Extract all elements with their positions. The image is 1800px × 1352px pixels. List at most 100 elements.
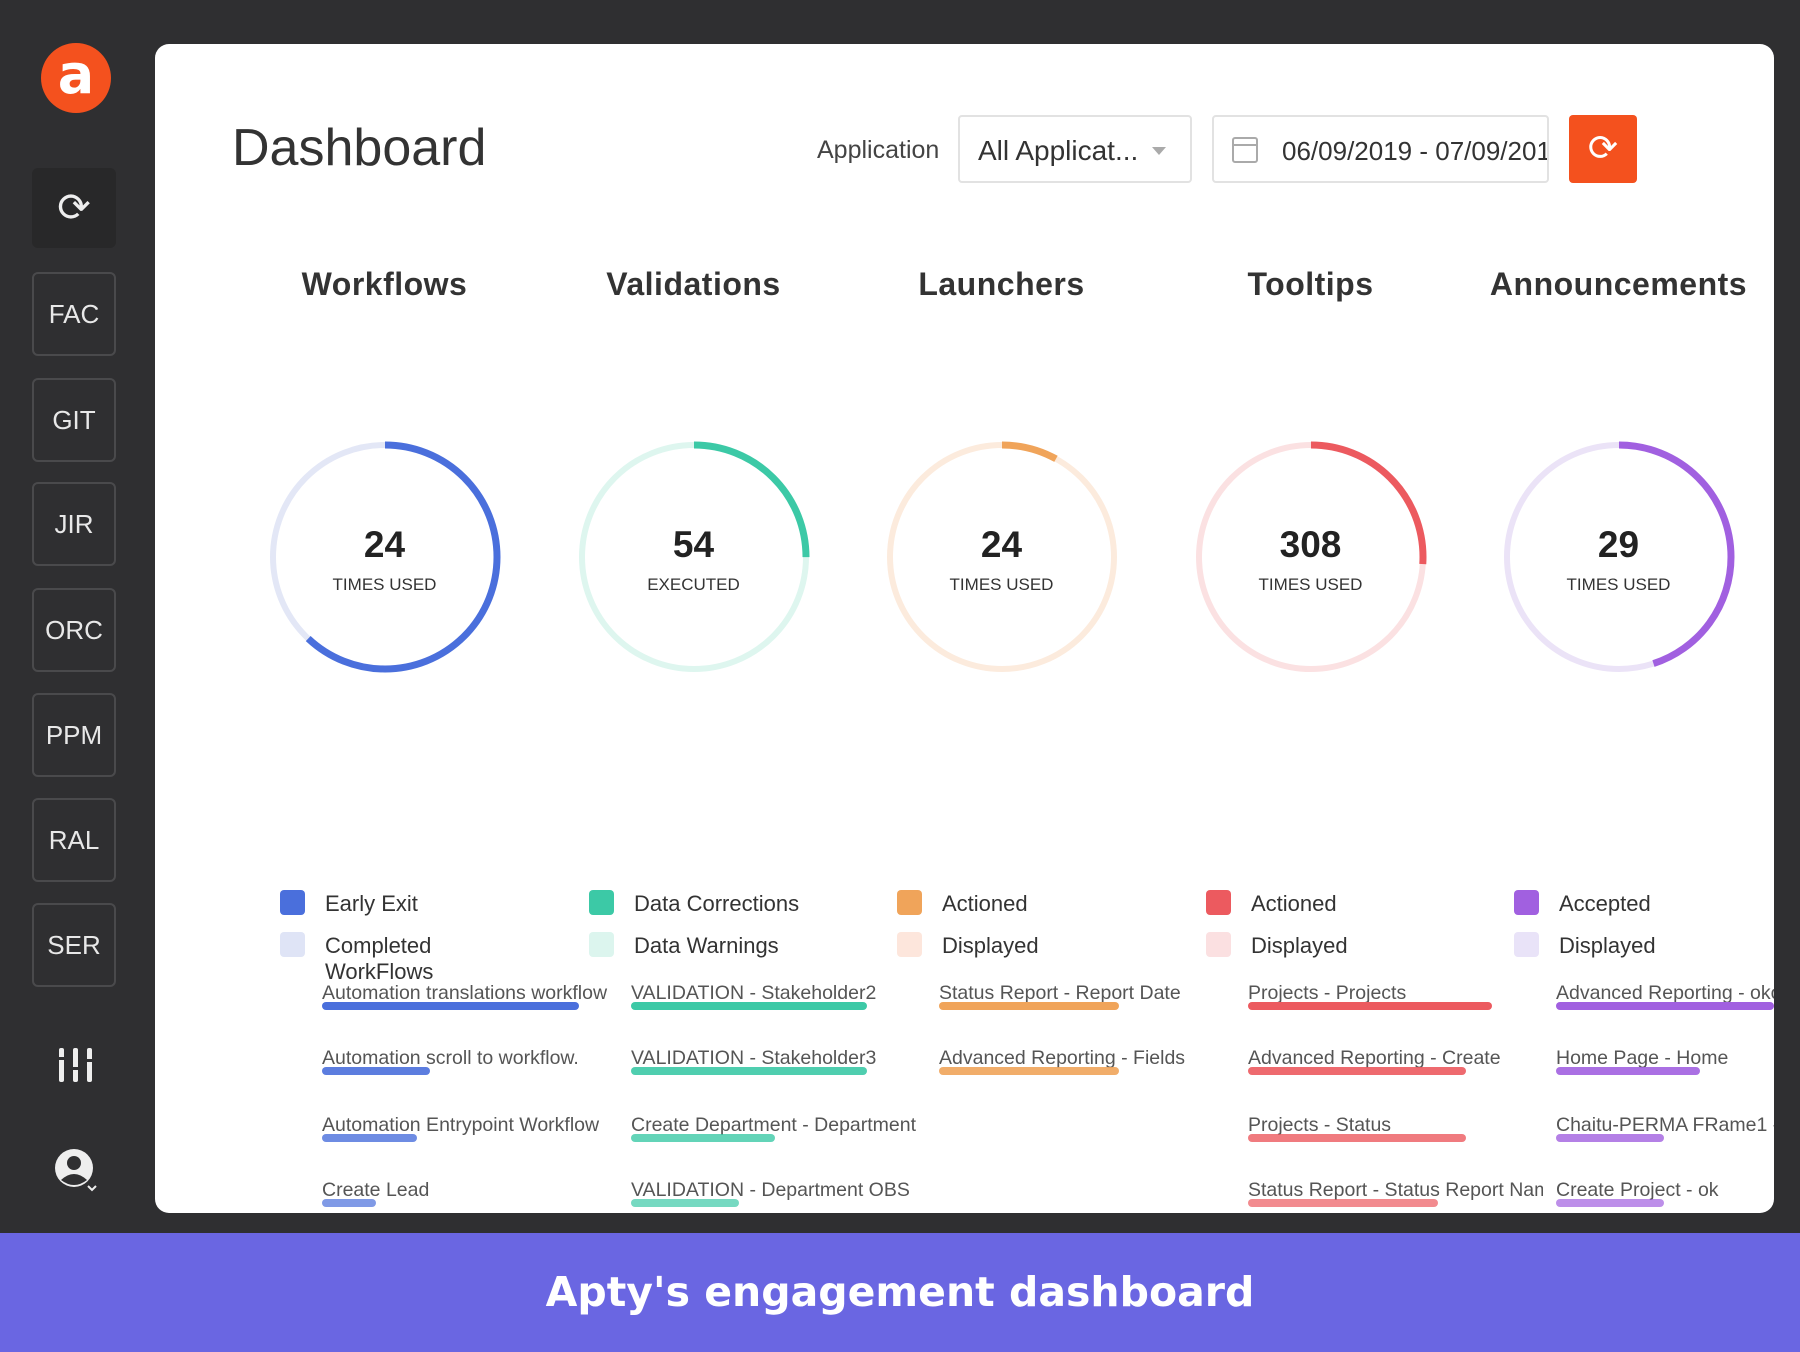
- dashboard-card: Dashboard Application All Applicat... 06…: [155, 44, 1774, 1213]
- legend-swatch: [589, 932, 614, 957]
- usage-bar: [631, 1002, 868, 1010]
- list-item[interactable]: Automation translations workflow: [322, 982, 608, 1004]
- donut-arc: [578, 441, 810, 673]
- donut-arc: [1503, 441, 1735, 673]
- list-item[interactable]: Create Project - ok: [1556, 1179, 1719, 1201]
- list-item[interactable]: Automation scroll to workflow.: [322, 1047, 579, 1069]
- legend-label: Displayed: [1559, 933, 1656, 958]
- list-item[interactable]: Automation Entrypoint Workflow: [322, 1114, 600, 1136]
- donut-chart: [1195, 441, 1427, 673]
- sidebar-item-jir[interactable]: JIR: [32, 482, 116, 566]
- list-item[interactable]: Projects - Projects: [1248, 982, 1407, 1004]
- metric-unit: TIMES USED: [949, 575, 1054, 594]
- legend-swatch: [589, 890, 614, 915]
- legend-item: Actioned: [1206, 890, 1337, 917]
- usage-bar: [631, 1199, 739, 1207]
- apty-logo[interactable]: a: [41, 43, 111, 113]
- legend-label: Data Warnings: [634, 933, 779, 958]
- user-avatar-icon[interactable]: [54, 1148, 98, 1192]
- sidebar-item-git[interactable]: GIT: [32, 378, 116, 462]
- metric-value: 24: [980, 524, 1023, 565]
- application-select-value: All Applicat...: [978, 135, 1139, 166]
- panel-title: Launchers: [918, 266, 1085, 302]
- legend-swatch: [897, 932, 922, 957]
- list-item[interactable]: Home Page - Home: [1556, 1047, 1729, 1069]
- legend-item: Displayed: [1514, 932, 1656, 959]
- page-title: Dashboard: [232, 119, 487, 177]
- list-item[interactable]: Create Department - Department: [631, 1114, 917, 1136]
- list-item[interactable]: Projects - Status: [1248, 1114, 1392, 1136]
- metric-value: 24: [363, 524, 406, 565]
- caption-banner: Apty's engagement dashboard: [0, 1233, 1800, 1352]
- usage-bar: [631, 1134, 775, 1142]
- settings-sliders-icon[interactable]: [56, 1045, 96, 1085]
- legend-swatch: [1514, 890, 1539, 915]
- legend-label: Actioned: [942, 891, 1028, 916]
- usage-bar: [631, 1067, 868, 1075]
- list-item[interactable]: Advanced Reporting - Fields: [939, 1047, 1186, 1069]
- legend-item: Accepted: [1514, 890, 1651, 917]
- metric-value: 308: [1279, 524, 1342, 565]
- sidebar-item-orc[interactable]: ORC: [32, 588, 116, 672]
- legend-label: Displayed: [942, 933, 1039, 958]
- list-item[interactable]: VALIDATION - Stakeholder3: [631, 1047, 877, 1069]
- list-item[interactable]: Status Report - Report Date: [939, 982, 1181, 1004]
- usage-bar: [1556, 1199, 1664, 1207]
- chevron-down-icon: [1152, 147, 1166, 155]
- calendar-icon: [1232, 137, 1258, 163]
- usage-bar: [322, 1134, 418, 1142]
- donut-chart: [269, 441, 501, 673]
- legend-item: Actioned: [897, 890, 1028, 917]
- list-item[interactable]: Chaitu-PERMA FRame1 - Announcement: [1556, 1114, 1774, 1136]
- sidebar-item-ppm[interactable]: PPM: [32, 693, 116, 777]
- sidebar-item-fac[interactable]: FAC: [32, 272, 116, 356]
- legend-swatch: [897, 890, 922, 915]
- panel-title: Validations: [606, 266, 781, 302]
- legend-label: Early Exit: [325, 891, 418, 916]
- list-item[interactable]: VALIDATION - Stakeholder2: [631, 982, 877, 1004]
- legend-swatch: [1514, 932, 1539, 957]
- metric-unit: TIMES USED: [332, 575, 437, 594]
- donut-arc: [1195, 441, 1427, 673]
- panel-tooltips: Tooltips 308 TIMES USED Actioned Displayed…: [1156, 44, 1543, 1213]
- donut-arc: [269, 441, 501, 673]
- usage-bar: [322, 1067, 430, 1075]
- legend-label: Displayed: [1251, 933, 1348, 958]
- panel-title: Tooltips: [1247, 266, 1374, 302]
- donut-arc: [886, 441, 1118, 673]
- usage-bar: [1556, 1002, 1774, 1010]
- sidebar-item-ral[interactable]: RAL: [32, 798, 116, 882]
- metric-unit: TIMES USED: [1566, 575, 1671, 594]
- list-item[interactable]: VALIDATION - Department OBS: [631, 1179, 910, 1201]
- list-item[interactable]: Create Lead: [322, 1179, 430, 1201]
- panel-launchers: Launchers 24 TIMES USED Actioned Displayed…: [847, 44, 1185, 1213]
- metric-unit: TIMES USED: [1258, 575, 1363, 594]
- sync-icon[interactable]: ⟳: [32, 168, 116, 248]
- legend-label: Accepted: [1559, 891, 1651, 916]
- sidebar-item-ser[interactable]: SER: [32, 903, 116, 987]
- metric-value: 54: [672, 524, 715, 565]
- panel-workflows: Workflows 24 TIMES USED Early Exit Complet…: [230, 44, 607, 1213]
- legend-swatch: [280, 932, 305, 957]
- usage-bar: [1556, 1134, 1664, 1142]
- panel-title: Workflows: [301, 266, 468, 302]
- legend-item: Data Warnings: [589, 932, 779, 959]
- metric-unit: EXECUTED: [647, 575, 740, 594]
- sidebar: a ⟳ FAC GIT JIR ORC PPM RAL SER: [0, 0, 155, 1233]
- legend-label: Actioned: [1251, 891, 1337, 916]
- application-select[interactable]: All Applicat...: [958, 115, 1192, 183]
- legend-item: Early Exit: [280, 890, 418, 917]
- legend-item: Displayed: [897, 932, 1039, 959]
- list-item[interactable]: Status Report - Status Report Name: [1248, 1179, 1543, 1201]
- legend-item: Displayed: [1206, 932, 1348, 959]
- list-item[interactable]: Advanced Reporting - Create: [1248, 1047, 1501, 1069]
- legend-swatch: [1206, 932, 1231, 957]
- panel-title: Announcements: [1489, 266, 1748, 302]
- usage-bar: [322, 1199, 376, 1207]
- date-range-picker[interactable]: 06/09/2019 - 07/09/2019: [1212, 115, 1549, 183]
- refresh-button[interactable]: ⟳: [1569, 115, 1637, 183]
- list-item[interactable]: Advanced Reporting - okok: [1556, 982, 1774, 1004]
- usage-bar: [939, 1002, 1119, 1010]
- usage-bar: [1248, 1002, 1493, 1010]
- metric-value: 29: [1597, 524, 1640, 565]
